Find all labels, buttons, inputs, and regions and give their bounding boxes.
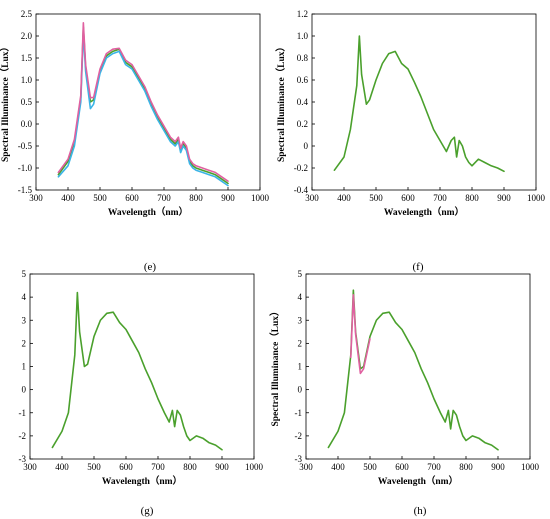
x-axis-label: Wavelength（nm）: [108, 206, 188, 218]
x-tick-label: 300: [29, 193, 43, 203]
y-tick-label: 4: [22, 292, 27, 302]
y-tick-label: -0.2: [294, 163, 308, 173]
x-axis-label: Wavelength（nm）: [102, 475, 182, 487]
y-tick-label: 0.2: [297, 119, 308, 129]
y-tick-label: 0: [298, 385, 303, 395]
x-tick-label: 300: [23, 462, 37, 472]
x-tick-label: 600: [401, 193, 415, 203]
y-tick-label: 2.5: [21, 9, 33, 19]
plot-frame: [35, 13, 261, 191]
chart-panel-1: 300 400 500 600 700 800 900 1000 -0.4 -0.2 0 0.2 0.4…: [275, 9, 546, 218]
plot-frame: [311, 13, 537, 191]
y-tick-label: 2.0: [21, 31, 33, 41]
y-tick-label: 1.2: [297, 9, 308, 19]
y-tick-label: 2: [22, 338, 27, 348]
x-tick-label: 1000: [521, 462, 540, 472]
y-tick-label: 5: [298, 269, 303, 279]
plot-frame: [305, 273, 531, 460]
panel-label: (f): [413, 261, 424, 273]
y-tick-label: 3: [298, 315, 303, 325]
x-tick-label: 600: [125, 193, 139, 203]
y-tick-label: 0.5: [21, 97, 33, 107]
y-tick-label: -2: [295, 431, 303, 441]
y-tick-label: 2: [298, 338, 303, 348]
y-tick-label: -2: [19, 431, 27, 441]
x-tick-label: 300: [299, 462, 313, 472]
series-line-1: [350, 294, 371, 375]
y-tick-label: 0.0: [21, 119, 33, 129]
panel-label: (h): [414, 505, 427, 517]
y-tick-label: 5: [22, 269, 27, 279]
y-tick-label: -1: [19, 408, 27, 418]
chart-panel-2: 300 400 500 600 700 800 900 1000 -3 -2 -1 0 1 2 3 4 5 Wav…: [19, 269, 264, 487]
x-tick-label: 900: [215, 462, 229, 472]
x-tick-label: 500: [363, 462, 377, 472]
series-line-2: [57, 22, 229, 182]
y-tick-label: -3: [295, 454, 303, 464]
x-tick-label: 700: [433, 193, 447, 203]
x-tick-label: 1000: [251, 193, 270, 203]
chart-panel-3: 300 400 500 600 700 800 900 1000 -3 -2 -1 0 1 2 3 4 5 Wav…: [269, 269, 540, 487]
chart-panel-0: 300 400 500 600 700 800 900 1000 -1.5 -1.0 -0.5 0.0…: [0, 9, 270, 218]
x-tick-label: 1000: [527, 193, 546, 203]
x-tick-label: 500: [369, 193, 383, 203]
x-tick-label: 1000: [245, 462, 264, 472]
x-tick-label: 500: [93, 193, 107, 203]
y-tick-label: 1: [22, 362, 27, 372]
y-tick-label: 0.6: [297, 75, 309, 85]
x-tick-label: 400: [337, 193, 351, 203]
y-tick-label: -0.5: [18, 141, 33, 151]
y-tick-label: 0.4: [297, 97, 309, 107]
y-tick-label: 1.0: [21, 75, 33, 85]
x-tick-label: 400: [61, 193, 75, 203]
y-tick-label: -1.5: [18, 185, 33, 195]
y-axis-label: Spectral Illuminance（Lux）: [269, 306, 281, 426]
x-tick-label: 900: [491, 462, 505, 472]
y-tick-label: -3: [19, 454, 27, 464]
x-tick-label: 900: [221, 193, 235, 203]
y-tick-label: 1: [298, 362, 303, 372]
x-tick-label: 800: [459, 462, 473, 472]
x-tick-label: 600: [119, 462, 133, 472]
y-tick-label: 0: [22, 385, 27, 395]
x-tick-label: 300: [305, 193, 319, 203]
y-tick-label: -1: [295, 408, 303, 418]
x-tick-label: 700: [157, 193, 171, 203]
x-axis-label: Wavelength（nm）: [384, 206, 464, 218]
y-tick-label: 1.0: [297, 31, 309, 41]
y-tick-label: 0: [304, 141, 309, 151]
panel-label: (e): [144, 261, 157, 273]
x-tick-label: 600: [395, 462, 409, 472]
series-line-0: [51, 291, 223, 451]
x-tick-label: 800: [465, 193, 479, 203]
series-line-0: [333, 35, 505, 173]
y-axis-label: Spectral Illuminance（Lux）: [0, 42, 11, 162]
x-tick-label: 700: [151, 462, 165, 472]
y-tick-label: -0.4: [294, 185, 309, 195]
y-tick-label: 3: [22, 315, 27, 325]
plot-frame: [29, 273, 255, 460]
x-tick-label: 800: [183, 462, 197, 472]
x-tick-label: 800: [189, 193, 203, 203]
y-tick-label: 0.8: [297, 53, 309, 63]
x-tick-label: 700: [427, 462, 441, 472]
series-line-1: [57, 30, 229, 187]
x-axis-label: Wavelength（nm）: [378, 475, 458, 487]
y-tick-label: 1.5: [21, 53, 33, 63]
x-tick-label: 400: [55, 462, 69, 472]
y-tick-label: 4: [298, 292, 303, 302]
x-tick-label: 500: [87, 462, 101, 472]
x-tick-label: 900: [497, 193, 511, 203]
x-tick-label: 400: [331, 462, 345, 472]
panel-label: (g): [141, 505, 154, 517]
y-tick-label: -1.0: [18, 163, 33, 173]
y-axis-label: Spectral Illuminance（Lux）: [275, 42, 287, 162]
